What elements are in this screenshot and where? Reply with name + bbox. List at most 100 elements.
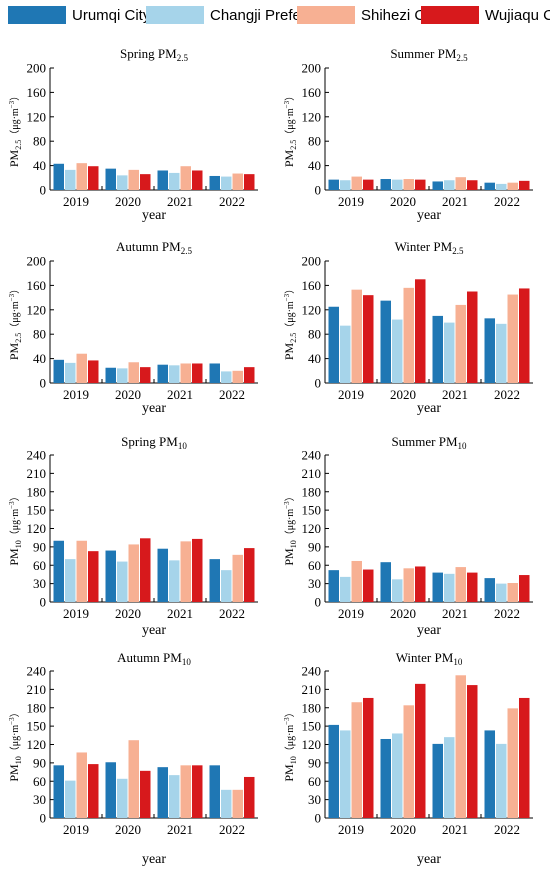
bar [105,762,116,818]
bar [157,767,168,818]
bar [340,730,351,818]
y-tick-label: 120 [302,109,322,124]
y-tick-label: 30 [33,792,46,807]
bar [403,287,414,383]
y-tick-label: 80 [33,134,46,149]
bar [415,179,426,190]
bar [455,567,466,602]
y-tick-label: 80 [33,327,46,342]
bar [209,363,220,383]
y-tick-label: 0 [40,183,47,198]
bar [519,180,530,190]
bar [455,304,466,383]
bar [328,570,339,602]
x-tick-label: 2021 [442,822,468,837]
chart-title: Spring PM10 [121,434,187,451]
legend-label-urumqi: Urumqi City [72,6,151,24]
x-axis-label: year [417,401,441,416]
y-axis-label: PM2.5（μg·m−3） [7,284,23,360]
bar [392,733,403,818]
bar [432,315,443,383]
bar [415,566,426,602]
bar [467,572,478,602]
bar [157,364,168,383]
legend: Urumqi City Changji Prefecture Shihezi C… [0,0,550,30]
bar [180,363,191,383]
y-tick-label: 240 [302,664,322,679]
y-tick-label: 150 [302,719,322,734]
x-tick-label: 2020 [390,387,416,402]
bar [209,765,220,818]
bar [105,550,116,602]
bar [117,561,128,602]
legend-item-urumqi: Urumqi City [8,5,150,25]
y-tick-label: 80 [308,134,321,149]
bar [328,724,339,818]
x-axis-label: year [417,852,441,867]
y-tick-label: 150 [302,503,322,518]
bar [444,737,455,818]
y-tick-label: 120 [302,737,322,752]
y-axis-label: PM10（μg·m−3） [7,491,23,565]
y-axis-label: PM10（μg·m−3） [282,707,298,781]
bar [157,170,168,190]
chart-title: Autumn PM2.5 [116,239,192,256]
x-tick-label: 2019 [338,822,364,837]
y-tick-label: 0 [315,595,322,610]
x-tick-label: 2020 [390,822,416,837]
bar [232,173,243,190]
x-tick-label: 2019 [338,606,364,621]
bar [232,554,243,602]
bar [53,765,64,818]
bar [88,551,99,602]
bar [180,166,191,190]
y-tick-label: 160 [27,85,47,100]
bar [157,548,168,602]
x-axis-label: year [142,401,166,416]
chart-title: Summer PM2.5 [390,46,468,63]
x-tick-label: 2022 [494,194,520,209]
chart-1: Spring PM2.5 0 40 80 120 160 200 PM2.5（μg·m−3） 2… [7,46,258,223]
x-tick-label: 2021 [442,387,468,402]
x-tick-label: 2020 [390,606,416,621]
bar [484,318,495,383]
chart-title: Winter PM2.5 [395,239,464,256]
bar [105,367,116,383]
bar [88,360,99,383]
bar [467,180,478,190]
bar [65,559,76,602]
bar [340,180,351,190]
bar [380,179,391,190]
x-tick-label: 2019 [63,194,89,209]
legend-swatch-wujiaqu [421,6,479,24]
bar [432,743,443,818]
y-tick-label: 210 [302,466,322,481]
bar [507,182,518,190]
y-tick-label: 160 [302,85,322,100]
bar [88,166,99,190]
bar [244,776,255,818]
y-tick-label: 90 [308,755,321,770]
bar [432,572,443,602]
y-tick-label: 40 [33,158,46,173]
bar [140,174,151,190]
y-axis-label: PM10（μg·m−3） [7,707,23,781]
bar [351,176,362,190]
bar [209,559,220,602]
bar [180,541,191,602]
bar [392,179,403,190]
bar [328,179,339,190]
x-tick-label: 2021 [442,194,468,209]
bar [53,359,64,383]
y-axis-label: PM10（μg·m−3） [282,491,298,565]
y-axis-label: PM2.5（μg·m−3） [282,91,298,167]
bar [128,362,139,383]
bar [519,575,530,602]
y-tick-label: 180 [27,700,47,715]
bar [392,579,403,602]
bar [363,569,374,602]
y-tick-label: 0 [315,376,322,391]
x-tick-label: 2020 [115,194,141,209]
y-tick-label: 240 [27,448,47,463]
